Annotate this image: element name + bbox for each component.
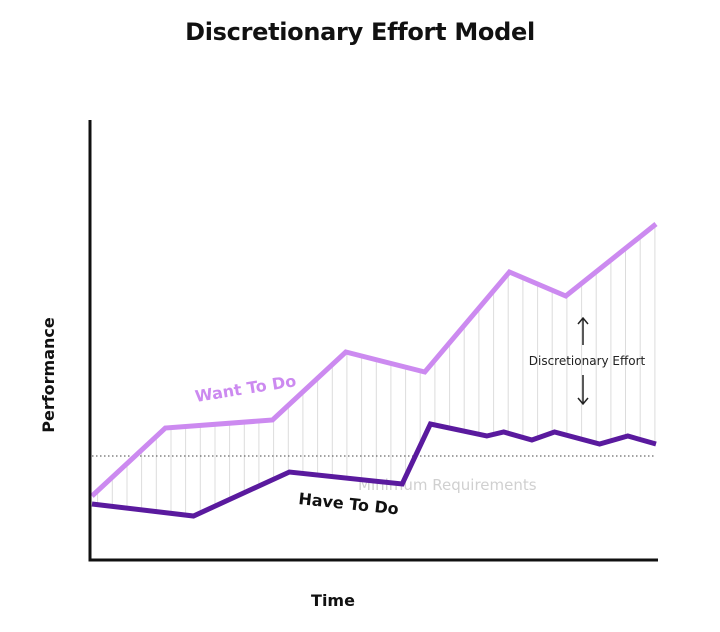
want-to-do-label: Want To Do bbox=[194, 371, 298, 406]
discretionary-effort-label: Discretionary Effort bbox=[529, 354, 646, 368]
x-axis-label: Time bbox=[311, 591, 355, 610]
discretionary-effort-annotation: Discretionary Effort bbox=[529, 316, 646, 406]
minimum-requirements-label: Minimum Requirements bbox=[358, 476, 537, 494]
want-to-do-line bbox=[90, 222, 658, 498]
arrow-down-icon bbox=[577, 375, 589, 406]
chart-title: Discretionary Effort Model bbox=[185, 18, 535, 46]
arrow-up-icon bbox=[577, 316, 589, 345]
have-to-do-line bbox=[91, 421, 657, 519]
effort-hatch-lines bbox=[97, 224, 656, 516]
y-axis-label: Performance bbox=[39, 317, 58, 433]
